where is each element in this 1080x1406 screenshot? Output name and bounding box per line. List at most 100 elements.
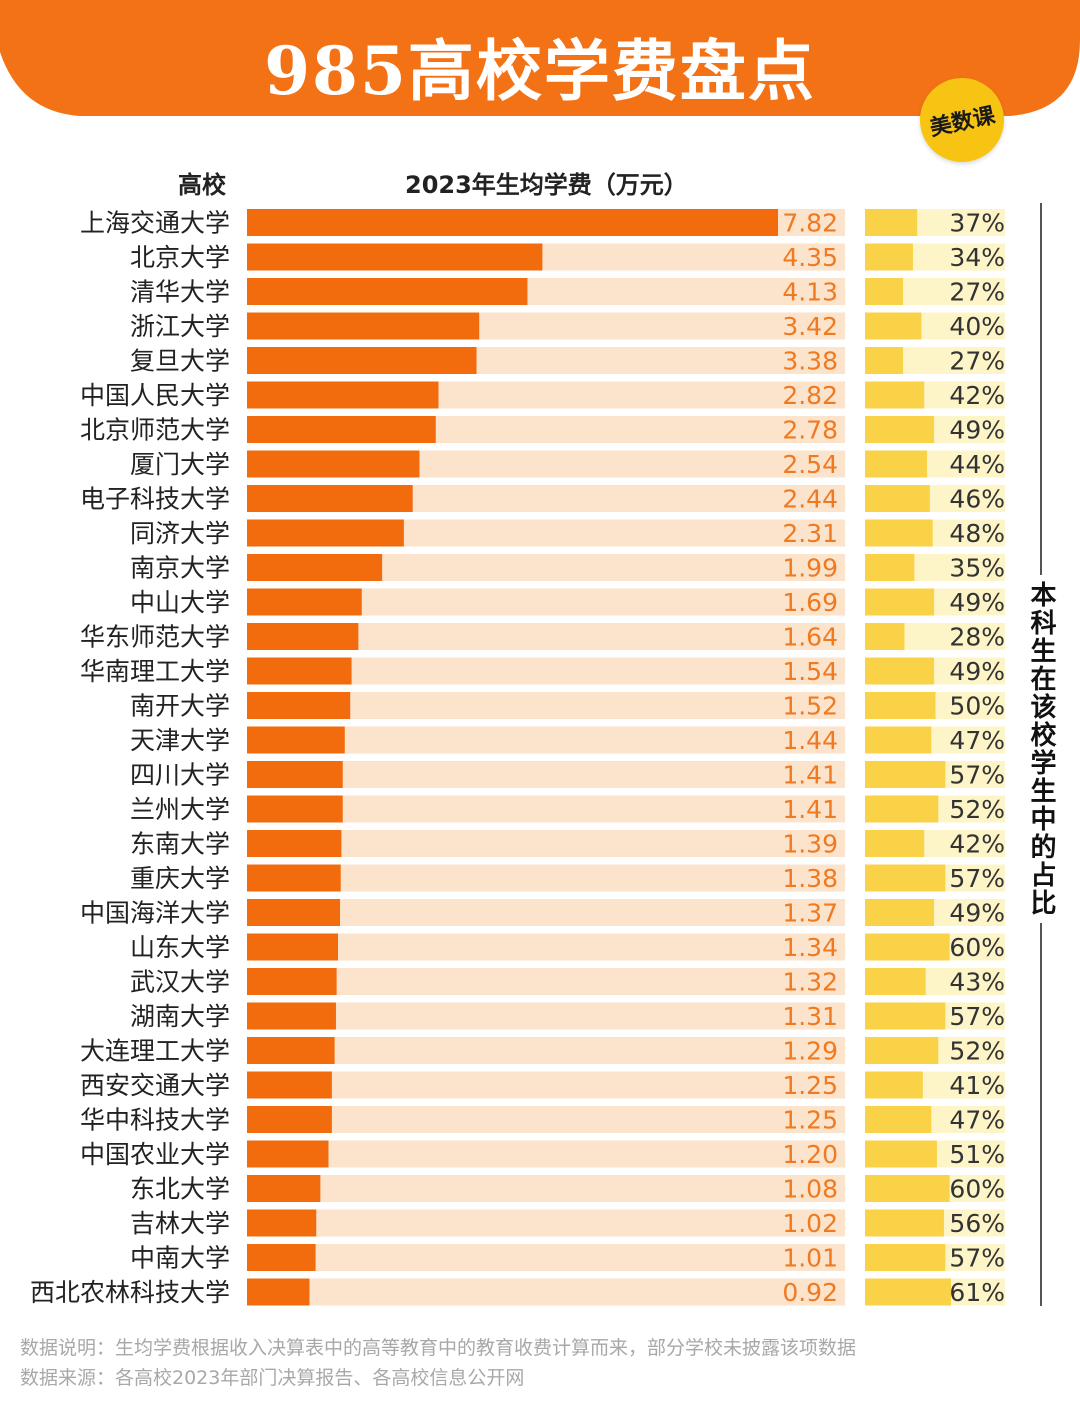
fee-bar — [247, 864, 341, 892]
share-bar — [865, 864, 946, 892]
fee-bar — [247, 1244, 316, 1271]
share-bar — [865, 347, 904, 374]
school-label: 东南大学 — [130, 830, 230, 859]
fee-bar — [247, 657, 352, 685]
fee-bar — [247, 416, 436, 443]
fee-bar-track — [247, 1244, 845, 1271]
fee-bar-track — [247, 1278, 845, 1306]
fee-bar-track — [247, 1209, 845, 1237]
fee-bar-track — [247, 864, 845, 892]
fee-bar-track — [247, 1140, 845, 1168]
fee-bar-track — [247, 761, 845, 788]
fee-value-label: 4.35 — [782, 243, 838, 272]
share-bar — [865, 761, 946, 788]
fee-value-label: 1.41 — [782, 761, 838, 790]
fee-value-label: 1.69 — [782, 588, 838, 617]
school-label: 中国海洋大学 — [80, 899, 230, 928]
share-bar — [865, 933, 950, 961]
share-value-label: 49% — [949, 588, 1005, 617]
share-value-label: 57% — [949, 761, 1005, 790]
share-bar — [865, 243, 913, 271]
share-bar — [865, 830, 925, 857]
share-value-label: 42% — [949, 830, 1005, 859]
fee-bar — [247, 692, 351, 719]
fee-bar — [247, 1002, 336, 1030]
fee-bar-track — [247, 830, 845, 857]
fee-value-label: 1.08 — [782, 1175, 838, 1204]
fee-bar-track — [247, 1175, 845, 1202]
share-bar — [865, 381, 925, 409]
share-value-label: 41% — [949, 1071, 1005, 1100]
fee-bar — [247, 726, 345, 754]
fee-bar — [247, 899, 341, 926]
fee-value-label: 2.44 — [782, 485, 838, 514]
school-label: 清华大学 — [130, 278, 230, 307]
share-bar — [865, 623, 905, 650]
fee-bar — [247, 381, 439, 409]
share-bar — [865, 485, 930, 512]
school-label: 武汉大学 — [130, 968, 230, 997]
fee-bar-track — [247, 1106, 845, 1133]
school-label: 厦门大学 — [130, 450, 230, 479]
share-bar — [865, 278, 904, 305]
fee-value-label: 2.78 — [782, 416, 838, 445]
share-value-label: 37% — [949, 209, 1005, 238]
fee-value-label: 1.01 — [782, 1244, 838, 1273]
fee-value-label: 1.20 — [782, 1140, 838, 1169]
fee-value-label: 4.13 — [782, 278, 838, 307]
share-bar — [865, 588, 935, 616]
fee-bar — [247, 761, 343, 788]
school-label: 北京大学 — [130, 243, 230, 272]
share-bar — [865, 968, 926, 995]
fee-bar — [247, 519, 404, 547]
fee-bar — [247, 1106, 332, 1133]
fee-column-header: 2023年生均学费（万元） — [405, 171, 688, 199]
share-value-label: 47% — [949, 726, 1005, 755]
data-source-note: 数据来源：各高校2023年部门决算报告、各高校信息公开网 — [20, 1367, 525, 1389]
share-bar — [865, 1071, 923, 1099]
fee-bar-track — [247, 899, 845, 926]
fee-value-label: 7.82 — [782, 209, 838, 238]
fee-value-label: 1.54 — [782, 657, 838, 686]
share-value-label: 42% — [949, 381, 1005, 410]
share-value-label: 52% — [949, 795, 1005, 824]
fee-bar-track — [247, 933, 845, 961]
fee-value-label: 1.99 — [782, 554, 838, 583]
school-label: 南开大学 — [130, 692, 230, 721]
fee-bar — [247, 933, 338, 961]
school-label: 同济大学 — [130, 519, 230, 548]
fee-value-label: 1.34 — [782, 933, 838, 962]
school-column-header: 高校 — [178, 171, 226, 199]
share-bar — [865, 899, 935, 926]
share-value-label: 27% — [949, 347, 1005, 376]
fee-bar — [247, 968, 337, 995]
fee-bar-track — [247, 1071, 845, 1099]
fee-bar — [247, 209, 778, 236]
fee-bar — [247, 1037, 335, 1064]
title-banner — [0, 0, 1080, 116]
fee-bar — [247, 795, 343, 823]
school-label: 西北农林科技大学 — [30, 1278, 230, 1307]
school-label: 兰州大学 — [130, 795, 230, 824]
school-label: 大连理工大学 — [80, 1037, 230, 1066]
share-bar — [865, 1002, 946, 1030]
fee-value-label: 1.25 — [782, 1106, 838, 1135]
share-bar — [865, 554, 915, 581]
school-label: 电子科技大学 — [80, 485, 230, 514]
fee-share-bar-chart: 上海交通大学 7.82 37% 北京大学 4.35 34% 清华大学 4.13 27% 浙江大学 3… — [30, 203, 1042, 1307]
share-value-label: 51% — [949, 1140, 1005, 1169]
share-bar — [865, 1209, 944, 1237]
fee-value-label: 1.37 — [782, 899, 838, 928]
fee-value-label: 2.82 — [782, 381, 838, 410]
fee-bar-track — [247, 1037, 845, 1064]
share-bar — [865, 312, 922, 340]
fee-value-label: 1.29 — [782, 1037, 838, 1066]
fee-bar — [247, 830, 342, 857]
share-bar — [865, 519, 933, 547]
share-value-label: 49% — [949, 657, 1005, 686]
school-label: 中国农业大学 — [80, 1140, 230, 1169]
fee-value-label: 1.39 — [782, 830, 838, 859]
fee-bar-track — [247, 1002, 845, 1030]
school-label: 山东大学 — [130, 933, 230, 962]
school-label: 南京大学 — [130, 554, 230, 583]
